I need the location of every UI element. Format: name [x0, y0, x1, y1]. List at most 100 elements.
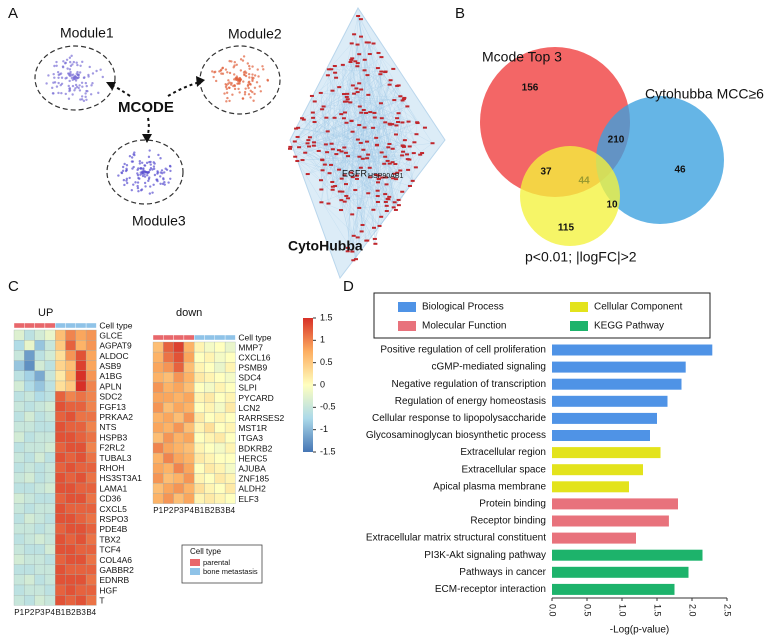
module-node: [214, 79, 218, 83]
module-node: [57, 91, 60, 95]
heatmap-cell: [224, 483, 236, 494]
heatmap-cell: [204, 473, 215, 484]
network-edge: [334, 72, 382, 217]
arrow: [167, 81, 201, 97]
heatmap-cell: [44, 411, 56, 422]
network-node: [311, 144, 316, 147]
heatmap-cell: [173, 351, 185, 363]
network-node: [371, 226, 376, 229]
network-edge: [339, 56, 382, 88]
venn-count: 44: [578, 176, 590, 187]
module-node: [244, 87, 247, 90]
network-node: [393, 163, 398, 166]
heatmap-cell: [55, 503, 66, 514]
module-node: [247, 93, 251, 96]
module-node: [161, 172, 164, 175]
module-node: [84, 81, 88, 85]
heatmap-cell: [183, 473, 195, 484]
network-edge: [347, 198, 353, 215]
heatmap-cell: [24, 533, 35, 545]
module-node: [80, 81, 84, 84]
network-node: [362, 126, 367, 129]
row-label: MST1R: [238, 423, 267, 433]
module-node: [143, 175, 147, 178]
network-node: [367, 166, 372, 169]
network-node: [300, 117, 305, 120]
row-label: F2RL2: [99, 443, 125, 453]
module-node: [80, 98, 84, 101]
module-node: [73, 89, 76, 92]
heatmap-cell: [44, 584, 56, 596]
network-edge: [332, 59, 352, 183]
heatmap-cell: [214, 493, 226, 504]
network-node: [294, 127, 299, 130]
network-node: [407, 145, 412, 148]
network-node: [386, 146, 391, 149]
network-edge: [357, 66, 394, 179]
module-node: [71, 93, 74, 96]
module-node: [69, 70, 72, 74]
category-label: Negative regulation of transcription: [391, 379, 546, 390]
network-edge: [318, 150, 379, 176]
heatmap-cell: [152, 402, 164, 413]
network-node: [374, 136, 379, 139]
network-edge: [321, 178, 379, 203]
heatmap-cell: [163, 402, 174, 413]
heatmap-cell: [224, 402, 236, 413]
network-edge: [303, 119, 315, 143]
heatmap-cell: [152, 432, 164, 444]
module-label: Module3: [132, 213, 186, 229]
network-edge: [313, 59, 352, 143]
network-node: [350, 130, 355, 133]
module-node: [79, 98, 82, 101]
network-edge: [322, 170, 343, 192]
network-node: [351, 234, 356, 237]
heatmap-cell: [65, 431, 76, 443]
heatmap-cell: [75, 584, 87, 596]
network-node: [330, 180, 335, 183]
category-label: Receptor binding: [470, 516, 546, 527]
network-edge: [347, 225, 380, 252]
network-edge: [308, 99, 348, 141]
module-node: [253, 92, 256, 96]
network-node: [393, 208, 398, 211]
module-node: [232, 78, 236, 81]
heatmap-cell: [24, 503, 35, 514]
network-node: [414, 133, 419, 136]
heatmap-cell: [34, 411, 46, 422]
network-node: [320, 158, 325, 161]
heatmap-cell: [24, 493, 35, 504]
module-node: [85, 98, 88, 102]
heatmap-cell: [85, 482, 97, 494]
heatmap-cell: [152, 483, 164, 494]
network-node: [342, 174, 347, 177]
module-node: [133, 153, 136, 157]
heatmap-cell: [13, 533, 25, 545]
network-edge: [370, 98, 404, 113]
module-node: [227, 79, 230, 82]
heatmap-cell: [163, 483, 174, 494]
network-edge: [390, 124, 408, 155]
column-label: B3: [76, 608, 86, 617]
network-edge: [323, 106, 382, 119]
network-node: [365, 140, 370, 143]
network-node: [312, 100, 317, 103]
network-node: [365, 157, 370, 160]
network-node: [407, 158, 412, 161]
heatmap-cell: [152, 412, 164, 423]
module-node: [251, 65, 254, 68]
heatmap-cell: [13, 564, 25, 575]
network-edge: [311, 95, 358, 176]
heatmap-cell: [55, 554, 66, 565]
module-node: [220, 72, 223, 75]
network-node: [400, 121, 405, 124]
module-node: [57, 81, 60, 85]
heatmap-cell: [34, 452, 46, 463]
network-edge: [338, 103, 382, 170]
heatmap-cell: [194, 382, 205, 393]
network-node: [357, 82, 362, 85]
network-node: [301, 118, 306, 121]
legend-label: Biological Process: [422, 302, 504, 313]
heatmap-cell: [34, 431, 46, 443]
network-node: [396, 204, 401, 207]
